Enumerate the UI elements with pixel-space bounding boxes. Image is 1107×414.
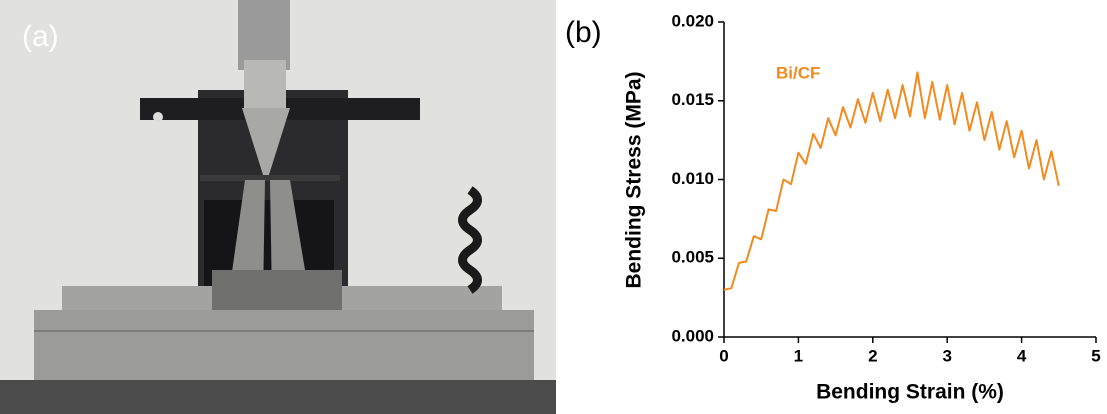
rod [244, 60, 286, 110]
specimen [200, 175, 340, 181]
y-axis-label: Bending Stress (MPa) [623, 71, 646, 288]
bolt [153, 112, 163, 122]
panel-label: (a) [22, 20, 59, 53]
x-tick-label: 5 [1091, 346, 1100, 365]
table [0, 380, 556, 414]
panel-label: (b) [565, 16, 602, 49]
legend-label: Bi/CF [776, 63, 820, 82]
y-tick-label: 0.020 [671, 11, 714, 30]
y-tick-label: 0.015 [671, 90, 714, 109]
x-tick-label: 0 [719, 346, 728, 365]
x-tick-label: 1 [794, 346, 803, 365]
y-tick-label: 0.000 [671, 326, 714, 345]
y-tick-label: 0.010 [671, 169, 714, 188]
clamp [212, 270, 342, 310]
punch [242, 108, 290, 178]
cable [458, 186, 482, 294]
photo: (a) [0, 0, 556, 414]
data-line [723, 71, 1060, 291]
x-tick-label: 4 [1017, 346, 1027, 365]
load-cell [238, 0, 290, 70]
x-tick-label: 2 [868, 346, 877, 365]
x-tick-label: 3 [942, 346, 951, 365]
ruler-bar [34, 310, 534, 380]
x-axis-label: Bending Strain (%) [816, 381, 1004, 404]
y-tick-label: 0.005 [671, 248, 714, 267]
ruler-scale [34, 330, 534, 332]
